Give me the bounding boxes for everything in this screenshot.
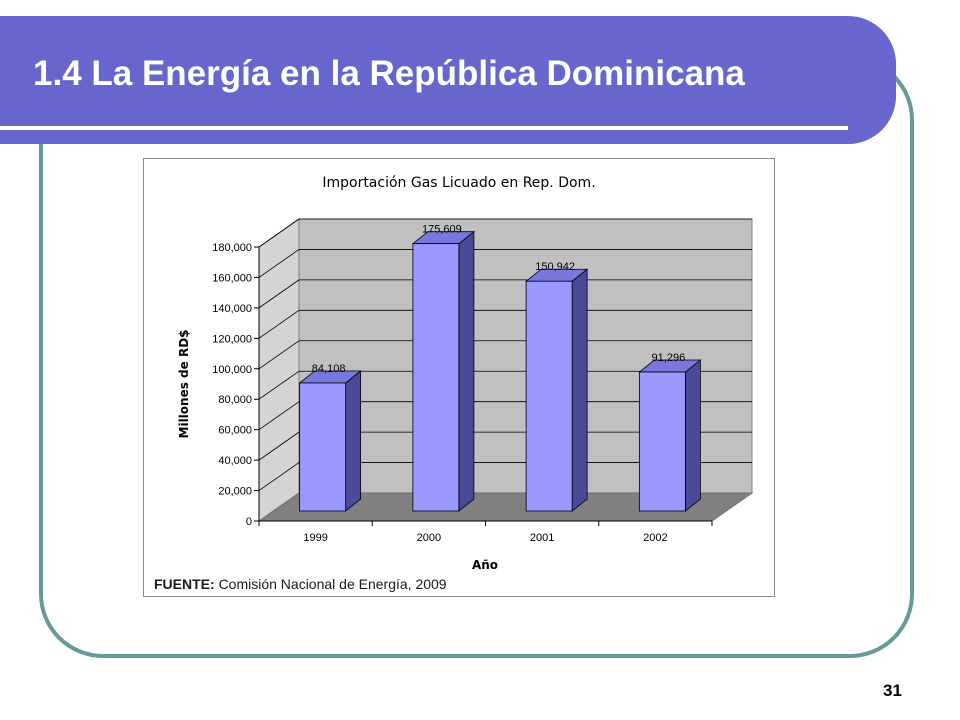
x-tick-label: 2000 — [417, 532, 441, 544]
gridline-depth — [258, 249, 300, 278]
y-tick-label: 120,000 — [212, 333, 252, 345]
y-tick-label: 80,000 — [218, 394, 252, 406]
y-tick-label: 140,000 — [212, 303, 252, 315]
bar — [412, 243, 460, 512]
data-label: 150,942 — [535, 261, 575, 273]
gridline-depth — [258, 340, 300, 370]
y-tick-label: 180,000 — [212, 242, 252, 254]
y-tick-label: 0 — [246, 516, 252, 528]
data-label: 91,296 — [652, 352, 686, 364]
bar — [525, 280, 573, 512]
chart-side-wall — [258, 218, 300, 522]
chart-title: Importación Gas Licuado en Rep. Dom. — [322, 175, 595, 191]
gridline-depth — [258, 370, 300, 400]
bar-side — [684, 359, 701, 512]
x-tick-label: 2001 — [530, 532, 554, 544]
gridline-depth — [258, 431, 300, 461]
bar-chart: 0 20,000 40,000 60,000 80,000 100,000 120,000 1… — [177, 175, 754, 572]
gridline-depth — [258, 218, 300, 248]
data-label: 175,609 — [422, 224, 462, 236]
gridline-depth — [258, 279, 300, 309]
bar — [299, 382, 347, 512]
banner-underline — [0, 126, 848, 130]
slide-title: 1.4 La Energía en la República Dominican… — [33, 54, 745, 93]
gridline-depth — [258, 401, 300, 430]
gridline-depth — [258, 310, 300, 339]
bar-side — [345, 370, 362, 512]
y-tick-label: 100,000 — [212, 364, 252, 376]
y-axis-title: Millones de RD$ — [177, 330, 191, 439]
y-tick-label: 40,000 — [218, 455, 252, 467]
source-note: FUENTE: Comisión Nacional de Energía, 20… — [154, 576, 447, 592]
bar — [638, 371, 686, 512]
bar-side — [458, 230, 475, 512]
x-tick-label: 2002 — [643, 532, 667, 544]
x-axis-title: Año — [472, 558, 498, 572]
page-number: 31 — [883, 681, 902, 700]
source-text: Comisión Nacional de Energía, 2009 — [218, 576, 447, 592]
source-label: FUENTE: — [154, 576, 215, 592]
x-tick-label: 1999 — [303, 532, 327, 544]
chart-box: 0 20,000 40,000 60,000 80,000 100,000 120,000 1… — [143, 158, 775, 597]
data-label: 84,108 — [312, 363, 346, 375]
y-tick-label: 20,000 — [218, 486, 252, 498]
title-banner — [0, 16, 896, 144]
y-tick-label: 60,000 — [218, 425, 252, 437]
gridline-depth — [258, 462, 300, 491]
y-tick-label: 160,000 — [212, 272, 252, 284]
bar-side — [571, 268, 588, 512]
